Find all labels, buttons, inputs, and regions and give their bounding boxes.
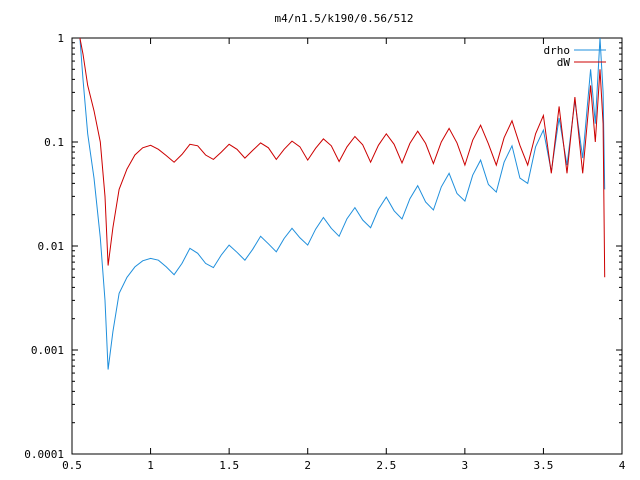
x-tick-label: 3.5	[533, 459, 553, 472]
x-tick-label: 2.5	[376, 459, 396, 472]
y-tick-label: 0.01	[38, 240, 65, 253]
legend-label-dW: dW	[557, 56, 571, 69]
x-tick-label: 2	[304, 459, 311, 472]
plot-frame	[71, 37, 623, 455]
series-line-dW	[79, 37, 606, 278]
x-tick-label: 3	[462, 459, 469, 472]
y-axis: 1 0.1 0.01 0.001 0.0001	[24, 32, 622, 461]
y-tick-label: 1	[57, 32, 64, 45]
chart-title: m4/n1.5/k190/0.56/512	[274, 12, 413, 25]
y-tick-label: 0.001	[31, 344, 64, 357]
x-tick-label: 1.5	[219, 459, 239, 472]
y-tick-label: 0.1	[44, 136, 64, 149]
series-line-drho	[79, 37, 606, 370]
legend-label-drho: drho	[544, 44, 571, 57]
x-tick-label: 4	[619, 459, 626, 472]
x-tick-label: 0.5	[62, 459, 82, 472]
x-tick-label: 1	[147, 459, 154, 472]
y-tick-label: 0.0001	[24, 448, 64, 461]
series-lines	[79, 37, 606, 370]
x-axis: 0.5 1 1.5 2 2.5 3 3.5 4	[62, 38, 626, 472]
